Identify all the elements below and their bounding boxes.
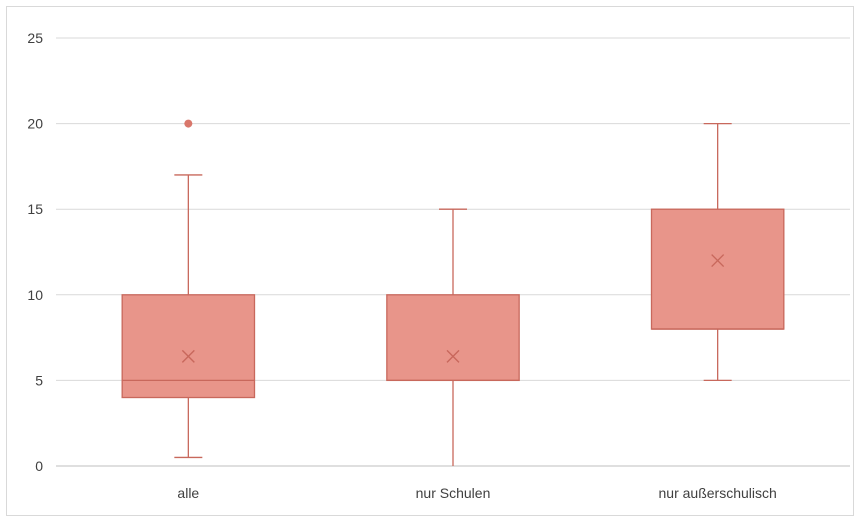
y-tick-label: 5 <box>35 372 43 388</box>
y-tick-label: 20 <box>27 116 43 132</box>
category-label: nur außerschulisch <box>659 485 777 501</box>
y-tick-label: 10 <box>27 287 43 303</box>
category-label: alle <box>177 485 199 501</box>
outlier-point <box>184 119 193 128</box>
box <box>386 294 520 382</box>
y-tick-label: 0 <box>35 458 43 474</box>
y-tick-label: 25 <box>27 30 43 46</box>
box <box>650 208 785 330</box>
y-tick-label: 15 <box>27 201 43 217</box>
mean-marker <box>446 349 460 363</box>
box <box>121 294 256 399</box>
category-label: nur Schulen <box>416 485 491 501</box>
mean-marker <box>711 254 725 268</box>
mean-marker <box>181 349 195 363</box>
